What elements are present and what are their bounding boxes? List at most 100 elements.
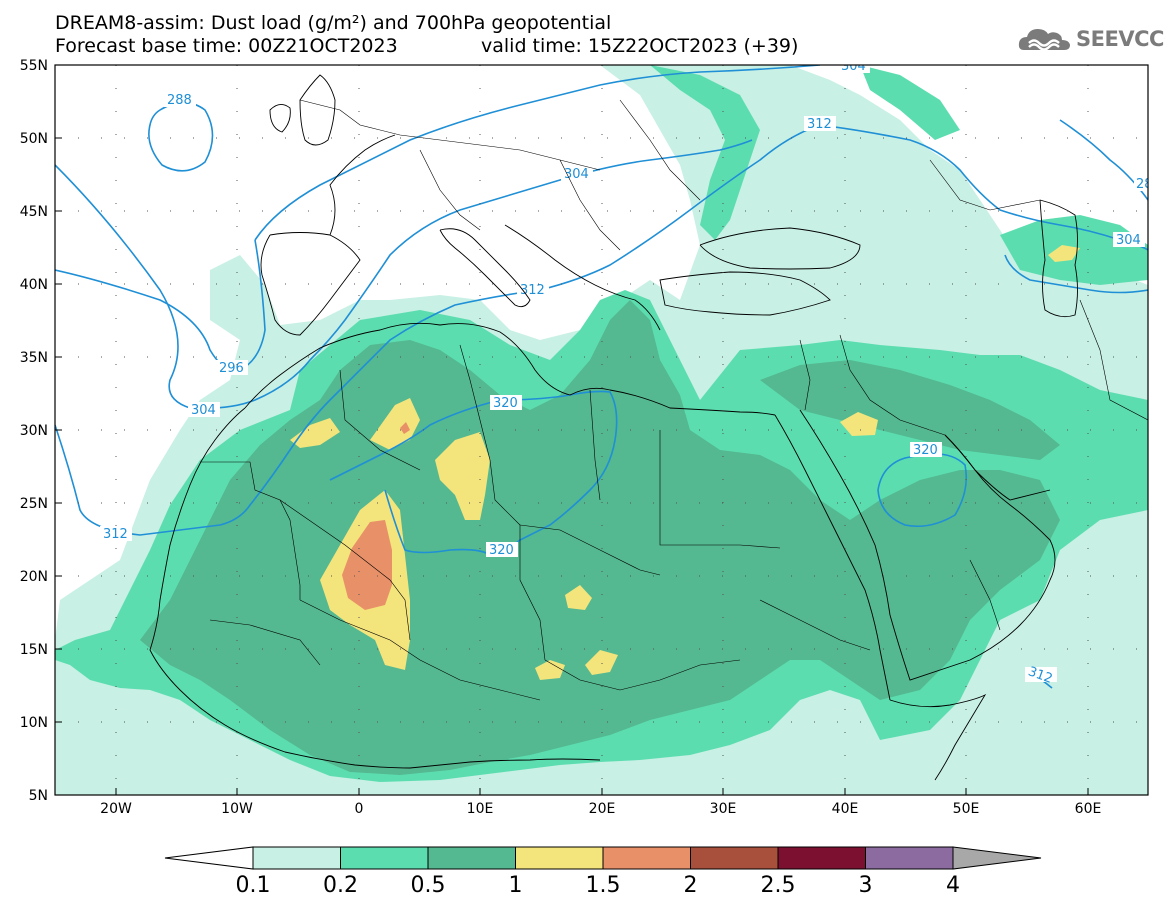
lon-label: 20W: [100, 801, 132, 817]
border: [419, 149, 481, 231]
coast-ireland: [269, 104, 291, 133]
contour-label: 304: [188, 402, 220, 418]
border: [659, 430, 781, 549]
svg-text:304: 304: [841, 59, 866, 74]
colorbar-under-arrow: [164, 846, 254, 870]
contour-label: 312: [100, 526, 132, 542]
border: [929, 159, 1041, 211]
dust-band-1-d: [290, 418, 340, 448]
dust-band-1-f: [535, 660, 565, 680]
contour-labels: 288 296 304 304 304 304 312 312 312 312 …: [100, 59, 1153, 687]
border: [519, 524, 661, 576]
contour-288: [148, 101, 214, 172]
colorbar-boxes: [252, 846, 954, 870]
colorbar: 0.1 0.2 0.5 1 1.5 2 2.5 3 4: [164, 846, 1042, 898]
contour-320-north: [329, 390, 618, 556]
lat-label: 55N: [20, 58, 48, 74]
colorbar-box: [515, 846, 604, 870]
lat-label: 15N: [20, 642, 48, 658]
colorbar-label: 0.2: [323, 873, 358, 898]
coast-arabia: [799, 409, 1056, 681]
lon-label: 50E: [953, 801, 980, 817]
lon-label: 0: [355, 801, 364, 817]
lat-label: 20N: [20, 569, 48, 585]
colorbar-label: 1: [509, 873, 523, 898]
colorbar-over-arrow: [952, 846, 1042, 870]
svg-text:28: 28: [1136, 177, 1153, 192]
coast-balkans: [504, 224, 661, 331]
dust-band-1-i: [1048, 245, 1080, 262]
svg-text:304: 304: [564, 167, 589, 182]
dust-band-1-h: [840, 412, 878, 436]
dust-band-1.5: [342, 520, 392, 610]
lon-label: 40E: [832, 801, 859, 817]
contour-320-south: [384, 489, 491, 556]
colorbar-label: 0.5: [411, 873, 446, 898]
colorbar-box: [427, 846, 516, 870]
colorbar-label: 2.5: [761, 873, 796, 898]
dust-band-1-b: [435, 432, 490, 520]
svg-text:312: 312: [807, 117, 832, 132]
svg-text:288: 288: [167, 93, 192, 108]
logo-text: SEEVCCC: [1076, 27, 1165, 51]
svg-text:304: 304: [1116, 233, 1141, 248]
colorbar-box: [690, 846, 779, 870]
dust-fill-layer: [55, 65, 1148, 795]
lon-tick-labels: 20W 10W 0 10E 20E 30E 40E 50E 60E: [100, 801, 1101, 817]
border: [209, 619, 321, 666]
lat-label: 10N: [20, 715, 48, 731]
lat-label: 5N: [29, 788, 48, 804]
lat-label: 35N: [20, 350, 48, 366]
contour-label: 320: [490, 395, 522, 411]
svg-text:304: 304: [191, 403, 216, 418]
contour-label: 320: [910, 442, 942, 458]
coast-caspian: [1039, 199, 1078, 318]
colorbar-label: 1.5: [586, 873, 621, 898]
axis-ticks: [55, 64, 1089, 796]
chart-subtitle: Forecast base time: 00Z21OCT2023 valid t…: [55, 35, 798, 101]
contour-label: 304: [561, 166, 593, 182]
colorbar-box: [252, 846, 341, 870]
coast-turkey: [659, 271, 831, 316]
contour-label: 28: [1134, 176, 1153, 192]
valid-time: valid time: 15Z22OCT2023 (+39): [481, 35, 799, 57]
coast-britain: [299, 74, 336, 146]
lat-label: 30N: [20, 423, 48, 439]
border: [459, 344, 521, 526]
border: [839, 334, 946, 436]
lat-tick-labels: 55N 50N 45N 40N 35N 30N 25N 20N 15N 10N …: [20, 58, 48, 804]
coast-france: [329, 134, 396, 236]
dust-band-1-c: [370, 398, 420, 450]
contour-label: 312: [1025, 664, 1057, 687]
tick: [115, 788, 1089, 795]
tick: [55, 64, 62, 796]
border: [969, 559, 1001, 631]
border: [544, 659, 741, 691]
contour-312-east: [1004, 254, 1148, 294]
lon-label: 10W: [221, 801, 253, 817]
border: [799, 339, 811, 411]
contour-304-west: [55, 139, 753, 410]
dust-band-1.5-b: [400, 422, 410, 434]
dust-band-0.5-mideast: [760, 360, 1060, 460]
colorbar-box: [865, 846, 954, 870]
contour-label: 304: [838, 59, 870, 74]
colorbar-box: [602, 846, 691, 870]
border: [559, 159, 621, 251]
contour-label: 288: [164, 92, 196, 108]
coast-iberia: [260, 232, 361, 336]
lon-label: 30E: [710, 801, 737, 817]
dust-band-0.2-east: [860, 65, 960, 140]
colorbar-box: [340, 846, 429, 870]
border: [299, 99, 601, 171]
border: [619, 99, 701, 201]
svg-text:296: 296: [219, 361, 244, 376]
colorbar-label: 4: [946, 873, 960, 898]
coast-persian-gulf: [944, 434, 1051, 501]
forecast-base-time: Forecast base time: 00Z21OCT2023: [55, 35, 398, 57]
dust-band-1-e: [565, 585, 592, 610]
lat-label: 45N: [20, 204, 48, 220]
dust-band-0.5: [140, 300, 1060, 775]
svg-text:320: 320: [913, 443, 938, 458]
